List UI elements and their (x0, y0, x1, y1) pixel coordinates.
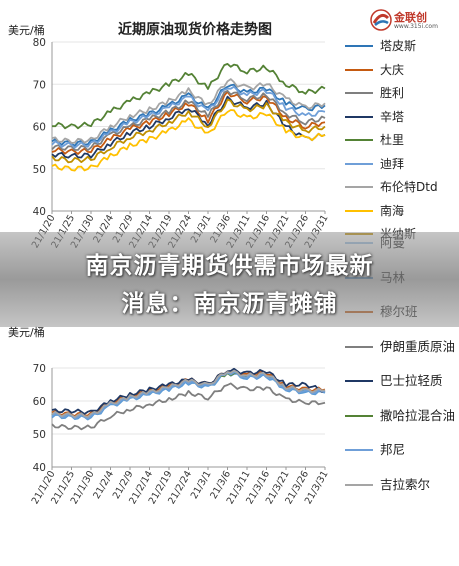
legend-item: 迪拜 (0, 155, 459, 173)
legend-label: 大庆 (380, 62, 405, 77)
brand-logo: 金联创 www.315i.com (370, 6, 454, 34)
headline-line-1: 南京沥青期货供需市场最新 (85, 253, 374, 279)
legend-item: 南海 (0, 202, 459, 220)
y-tick-label: 40 (33, 206, 46, 218)
legend-swatch (345, 186, 373, 188)
legend-swatch (345, 483, 373, 486)
series-line (51, 369, 326, 419)
legend-label: 布伦特Dtd (380, 180, 438, 194)
legend-swatch (345, 162, 373, 165)
legend-item: 辛塔 (0, 108, 459, 126)
legend-item: 吉拉索尔 (0, 476, 459, 494)
chart-title: 近期原油现货价格走势图 (118, 21, 272, 38)
legend-label: 吉拉索尔 (380, 476, 431, 492)
legend-swatch (345, 68, 373, 71)
legend-item: 杜里 (0, 131, 459, 149)
y-tick-label: 50 (33, 429, 46, 441)
legend-item: 胜利 (0, 84, 459, 102)
series-line (51, 89, 326, 152)
legend-item: 塔皮斯 (0, 37, 459, 55)
series-line (51, 90, 326, 155)
legend-label: 邦尼 (380, 442, 406, 457)
legend-swatch (345, 45, 373, 47)
logo-mark-icon (370, 9, 392, 31)
series-line (51, 83, 326, 147)
logo-name: 金联创 (394, 11, 427, 24)
legend-label: 辛塔 (380, 109, 405, 124)
legend-label: 杜里 (380, 133, 405, 147)
legend-swatch (345, 414, 373, 417)
series-line (51, 85, 326, 149)
series-line (52, 63, 326, 130)
y-axis-label: 美元/桶 (8, 23, 45, 37)
legend-item: 巴士拉轻质 (0, 372, 459, 390)
legend-label: 伊朗重质原油 (380, 338, 456, 354)
legend-item: 布伦特Dtd (0, 178, 459, 196)
series-line (51, 109, 326, 172)
legend-label: 巴士拉轻质 (380, 373, 443, 388)
y-tick-label: 70 (33, 79, 46, 91)
series-lines (51, 367, 326, 431)
legend-swatch (345, 380, 373, 382)
legend-item: 撒哈拉混合油 (0, 407, 459, 425)
y-tick-label: 40 (33, 462, 46, 474)
chart-bottom: 美元/桶 21/1/2021/1/2521/1/3021/2/421/2/921… (8, 325, 331, 506)
series-line (51, 78, 326, 144)
legend-item: 邦尼 (0, 441, 459, 459)
y-tick-labels: 40 50 60 70 (33, 363, 46, 474)
legend-item: 伊朗重质原油 (0, 338, 459, 356)
headline-banner: 南京沥青期货供需市场最新 消息：南京沥青摊铺 (0, 232, 459, 327)
y-tick-label: 60 (33, 396, 46, 408)
legend-swatch (345, 345, 373, 348)
y-tick-label: 50 (33, 164, 46, 176)
logo-url: www.315i.com (394, 23, 438, 30)
series-line (51, 95, 326, 159)
y-tick-label: 60 (33, 122, 46, 134)
legend-swatch (345, 209, 373, 212)
legend-label: 迪拜 (380, 156, 405, 171)
headline-line-2: 消息：南京沥青摊铺 (121, 291, 338, 317)
legend-swatch (345, 449, 373, 451)
legend-label: 撒哈拉混合油 (380, 407, 456, 423)
series-line (51, 98, 326, 164)
y-tick-labels: 40 50 60 70 80 (33, 37, 46, 218)
series-lines (51, 63, 326, 172)
legend-swatch (345, 139, 373, 141)
y-axis-label: 美元/桶 (8, 325, 45, 339)
legend-swatch (345, 92, 373, 94)
y-tick-label: 70 (33, 363, 46, 375)
legend-label: 胜利 (380, 86, 405, 100)
legend-label: 南海 (380, 203, 405, 218)
y-tick-label: 80 (33, 37, 46, 49)
series-line (51, 367, 326, 415)
series-line (51, 382, 326, 431)
legend-swatch (345, 115, 373, 118)
legend-label: 塔皮斯 (380, 39, 417, 53)
legend-item: 大庆 (0, 61, 459, 79)
